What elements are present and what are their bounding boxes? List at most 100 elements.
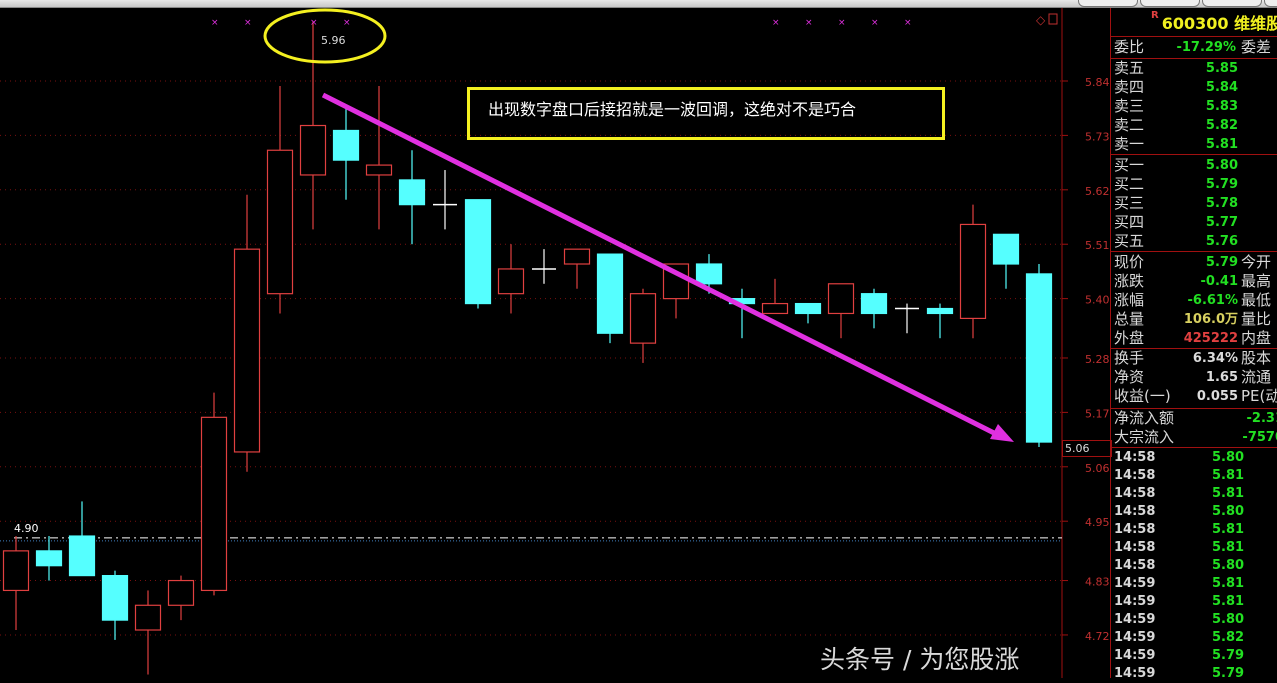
tick-time: 14:59 <box>1114 594 1156 609</box>
quote-row: 卖一 5.81 <box>1114 135 1277 154</box>
candle[interactable] <box>629 288 657 363</box>
tick-row: 14:58 5.80 <box>1114 557 1274 575</box>
quote-row: 换手 6.34% 股本 <box>1114 349 1277 368</box>
quote-row: 卖三 5.83 <box>1114 97 1277 116</box>
candle[interactable] <box>860 288 888 329</box>
candle[interactable] <box>1025 264 1053 448</box>
row-label: 大宗流入 <box>1114 428 1175 446</box>
candle[interactable] <box>728 288 756 339</box>
candle[interactable] <box>992 233 1020 289</box>
candle-body <box>629 293 657 344</box>
toolbar-button[interactable] <box>1140 0 1200 7</box>
row-label: 净资 <box>1114 368 1145 386</box>
tick-time: 14:59 <box>1114 630 1156 645</box>
y-tick-label: 4.95 <box>1085 516 1110 529</box>
candle[interactable] <box>233 194 261 472</box>
signal-marker: × <box>805 18 813 28</box>
candle[interactable] <box>35 536 63 581</box>
tick-row: 14:58 5.80 <box>1114 503 1274 521</box>
candle[interactable] <box>532 249 556 284</box>
tick-price: 5.80 <box>1212 612 1245 627</box>
row-label: 卖三 <box>1114 97 1145 115</box>
tick-row: 14:59 5.79 <box>1114 647 1274 665</box>
watermark: 头条号 / 为您股涨 <box>820 645 1020 674</box>
row-label: 净流入额 <box>1114 409 1175 427</box>
diamond-icon[interactable]: ◇ <box>1036 13 1046 27</box>
flag-badge: R <box>1151 10 1159 21</box>
candle-body <box>827 283 855 315</box>
quote-row: 涨跌 -0.41 最高 <box>1114 272 1277 291</box>
tick-row: 14:59 5.81 <box>1114 575 1274 593</box>
quote-row: 现价 5.79 今开 <box>1114 253 1277 272</box>
toolbar-button[interactable] <box>1078 0 1138 7</box>
candle[interactable] <box>596 253 624 344</box>
row-label-2: 量比 <box>1241 310 1272 328</box>
row-value: 5.79 <box>1205 177 1238 192</box>
row-label: 外盘 <box>1114 329 1145 347</box>
quote-row: 卖四 5.84 <box>1114 78 1277 97</box>
candle[interactable] <box>827 283 855 339</box>
candle[interactable] <box>464 199 492 309</box>
candle[interactable] <box>134 590 162 675</box>
row-value: 425222 <box>1183 331 1238 346</box>
candle[interactable] <box>794 302 822 324</box>
signal-marker: × <box>211 18 219 28</box>
signal-marker: × <box>310 18 318 28</box>
candle[interactable] <box>167 575 195 621</box>
candle[interactable] <box>959 204 987 339</box>
tick-row: 14:58 5.81 <box>1114 467 1274 485</box>
candle[interactable] <box>563 248 591 289</box>
row-value: 6.34% <box>1192 351 1238 366</box>
candle[interactable] <box>101 570 129 640</box>
row-label: 卖五 <box>1114 59 1145 77</box>
candle[interactable] <box>433 170 457 230</box>
row-value: 5.81 <box>1205 137 1238 152</box>
candle-body <box>200 416 228 592</box>
tick-price: 5.80 <box>1212 450 1245 465</box>
candle[interactable] <box>398 150 426 245</box>
candlestick-chart[interactable]: 5.84 5.73 5.62 5.51 5.40 5.28 5.17 5.06 4.95 4.83… <box>0 8 1110 678</box>
candle-body <box>794 302 822 315</box>
toolbar-button[interactable] <box>1202 0 1262 7</box>
candle[interactable] <box>761 278 789 315</box>
candle[interactable] <box>68 501 96 577</box>
tick-row: 14:58 5.81 <box>1114 485 1274 503</box>
candle[interactable] <box>299 21 327 230</box>
candle[interactable] <box>926 303 954 339</box>
row-value: 5.83 <box>1205 99 1238 114</box>
row-label-2: 股本 <box>1241 349 1272 367</box>
candle-body <box>2 550 30 592</box>
candle-body <box>1025 273 1053 443</box>
tick-time: 14:58 <box>1114 504 1156 519</box>
tick-price: 5.80 <box>1212 504 1245 519</box>
candle-body <box>365 164 393 176</box>
candle[interactable] <box>2 536 30 631</box>
candle-body <box>563 248 591 265</box>
y-tick-label: 5.51 <box>1085 239 1110 252</box>
candle[interactable] <box>266 85 294 314</box>
quote-row: 外盘 425222 内盘 <box>1114 329 1277 348</box>
tick-row: 14:58 5.81 <box>1114 539 1274 557</box>
high-price-label: 5.96 <box>321 34 346 47</box>
candle[interactable] <box>895 303 919 334</box>
toolbar-button[interactable] <box>1264 0 1277 7</box>
candle[interactable] <box>200 392 228 596</box>
row-label: 收益(一) <box>1114 387 1171 405</box>
row-value: 5.80 <box>1205 158 1238 173</box>
candle[interactable] <box>497 244 525 314</box>
tick-price: 5.82 <box>1212 630 1245 645</box>
candle[interactable] <box>332 105 360 200</box>
window-toggle-icon[interactable] <box>1048 13 1058 25</box>
row-label: 卖一 <box>1114 135 1145 153</box>
candle[interactable] <box>365 85 393 230</box>
window-top-bar <box>0 0 1277 8</box>
signal-marker: × <box>244 18 252 28</box>
weibi-row: 委比 -17.29% 委差 <box>1114 38 1277 57</box>
signal-marker: × <box>343 18 351 28</box>
row-label: 涨跌 <box>1114 272 1145 290</box>
stock-code: 600300 <box>1161 14 1229 33</box>
tick-time: 14:59 <box>1114 612 1156 627</box>
tick-row: 14:59 5.82 <box>1114 629 1274 647</box>
row-label: 买一 <box>1114 156 1145 174</box>
